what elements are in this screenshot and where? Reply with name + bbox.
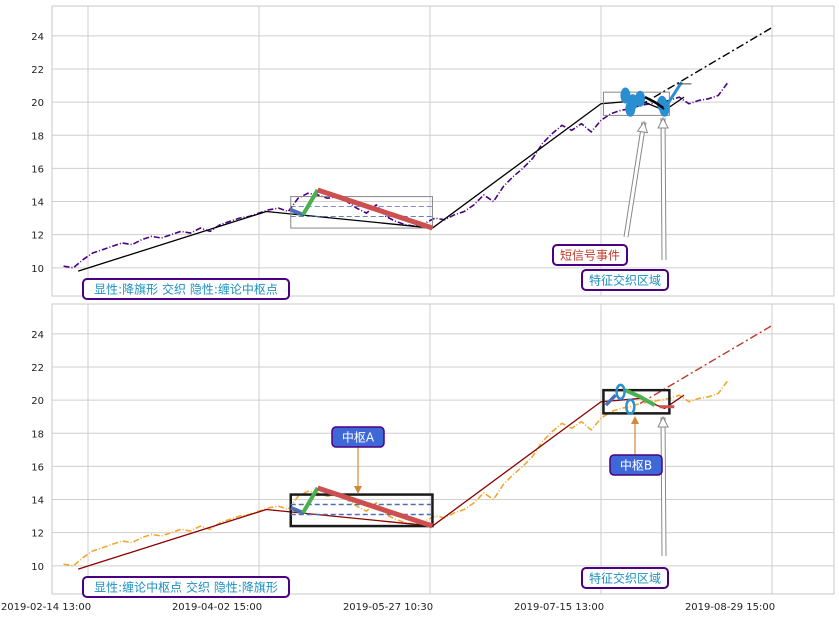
bottom-zone-label: 特征交织区域 — [581, 567, 669, 589]
top-price-line — [63, 81, 729, 269]
top-signal-arrow-head — [636, 120, 649, 134]
bottom-zone-b-label-frame — [609, 454, 663, 476]
bottom-zone-label-frame — [581, 567, 669, 589]
top-signal-label-text: 短信号事件 — [560, 248, 620, 262]
top-zone-label-frame — [581, 269, 669, 291]
top-signal-marker — [620, 87, 631, 104]
top-flag-seg-green — [301, 188, 320, 216]
top-forecast-line — [639, 26, 773, 107]
top-signal-seg-black — [644, 96, 666, 110]
bottom-ytick-label: 22 — [31, 363, 44, 374]
xtick-label: 2019-05-27 10:30 — [343, 602, 433, 613]
top-pattern-label-frame — [82, 278, 290, 300]
bottom-pattern-label-frame — [82, 576, 290, 598]
bottom-seg-blue-b — [604, 393, 617, 407]
top-flag-seg-red — [316, 187, 434, 231]
top-zone-arrow-shaft-inner — [661, 117, 666, 261]
bottom-forecast-line — [639, 324, 773, 405]
top-ytick-label: 14 — [31, 198, 44, 209]
bottom-zone-a-label-frame — [331, 426, 385, 448]
bottom-marker-ring — [615, 383, 626, 401]
bottom-zone-a-label-text: 中枢A — [342, 429, 375, 444]
top-flag-seg-blue — [290, 207, 304, 217]
xtick-label: 2019-08-29 15:00 — [685, 602, 775, 613]
top-signal-marker — [635, 90, 646, 107]
top-zone-label-text: 特征交织区域 — [589, 272, 661, 287]
bottom-zone-a-box — [289, 493, 434, 528]
top-signal-label-frame — [552, 244, 628, 266]
top-signal-seg-blue — [663, 81, 683, 110]
bottom-zone-b-label-text: 中枢B — [620, 457, 652, 472]
top-zone-label: 特征交织区域 — [581, 269, 669, 291]
top-ytick-label: 18 — [31, 131, 44, 142]
bottom-zone-label-text: 特征交织区域 — [589, 570, 661, 585]
top-ytick-label: 22 — [31, 65, 44, 76]
top-zone-arrow-head — [657, 116, 669, 129]
top-ytick-label: 16 — [31, 164, 44, 175]
top-pattern-label-text: 显性:降旗形 交织 隐性:缠论中枢点 — [94, 281, 278, 296]
bottom-ytick-label: 10 — [31, 562, 44, 573]
bottom-flag-seg-red — [316, 485, 434, 529]
top-ytick-label: 20 — [31, 98, 44, 109]
bottom-zone-b-box — [602, 388, 671, 415]
top-signal-label: 短信号事件 — [552, 244, 628, 266]
top-ytick-label: 10 — [31, 264, 44, 275]
bottom-ytick-label: 20 — [31, 396, 44, 407]
top-pattern-label: 显性:降旗形 交织 隐性:缠论中枢点 — [82, 278, 290, 300]
bottom-marker-ring — [625, 398, 636, 415]
xtick-label: 2019-07-15 13:00 — [514, 602, 604, 613]
bottom-pattern-label: 显性:缠论中枢点 交织 隐性:降旗形 — [82, 576, 290, 598]
bottom-price-line — [63, 379, 729, 567]
xtick-label: 2019-04-02 15:00 — [172, 602, 262, 613]
top-ytick-label: 24 — [31, 32, 44, 43]
bottom-flag-seg-green — [301, 486, 320, 514]
bottom-plot-area — [51, 303, 835, 595]
bottom-ytick-label: 24 — [31, 330, 44, 341]
top-plot-area — [51, 5, 835, 297]
bottom-flag-seg-blue — [290, 505, 304, 515]
bottom-zone-a-label: 中枢A — [331, 426, 385, 448]
bottom-zone-arrow-shaft-inner — [661, 416, 666, 557]
xtick-label: 2019-02-14 13:00 — [1, 602, 91, 613]
bottom-ytick-label: 18 — [31, 429, 44, 440]
bottom-ytick-label: 16 — [31, 462, 44, 473]
bottom-seg-green-b — [624, 388, 656, 407]
bottom-zone-arrow-head — [657, 415, 669, 428]
bottom-zone-b-label: 中枢B — [609, 454, 663, 476]
bottom-ytick-label: 14 — [31, 496, 44, 507]
top-zone-a-box — [290, 196, 433, 229]
top-signal-arrow-shaft-inner — [624, 121, 646, 238]
bottom-pattern-label-text: 显性:缠论中枢点 交织 隐性:降旗形 — [94, 579, 278, 594]
bottom-trend-line — [78, 394, 685, 570]
top-ytick-label: 12 — [31, 231, 44, 242]
bottom-ytick-label: 12 — [31, 529, 44, 540]
